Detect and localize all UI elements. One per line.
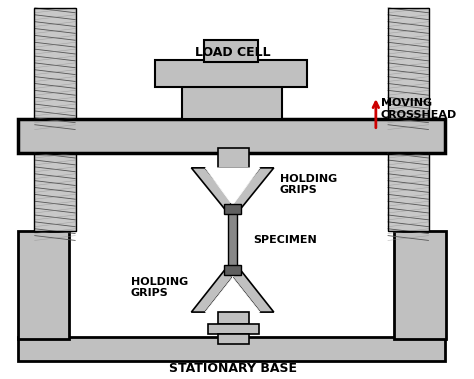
Polygon shape xyxy=(227,270,274,312)
Bar xyxy=(394,231,446,338)
Bar xyxy=(18,119,445,153)
Bar xyxy=(218,148,249,168)
Text: MOVING
CROSSHEAD: MOVING CROSSHEAD xyxy=(381,98,457,120)
Bar xyxy=(18,337,445,361)
Bar xyxy=(218,334,249,343)
Bar xyxy=(224,265,241,275)
Text: LOAD CELL: LOAD CELL xyxy=(195,45,270,58)
Bar xyxy=(204,40,258,62)
Bar xyxy=(228,209,237,270)
Bar xyxy=(155,60,307,88)
Text: SPECIMEN: SPECIMEN xyxy=(253,235,317,246)
Text: HOLDING
GRIPS: HOLDING GRIPS xyxy=(280,174,337,195)
Polygon shape xyxy=(191,270,238,312)
Bar xyxy=(208,324,259,334)
Bar xyxy=(34,153,75,231)
Bar xyxy=(388,153,429,231)
Bar xyxy=(182,83,282,119)
Polygon shape xyxy=(191,168,238,209)
Polygon shape xyxy=(227,168,274,209)
Bar xyxy=(18,231,69,338)
Bar xyxy=(388,153,429,231)
Text: HOLDING
GRIPS: HOLDING GRIPS xyxy=(130,277,188,298)
Polygon shape xyxy=(205,270,260,312)
Bar xyxy=(34,8,75,119)
Text: STATIONARY BASE: STATIONARY BASE xyxy=(169,362,297,374)
Bar xyxy=(388,8,429,119)
Bar xyxy=(224,204,241,214)
Bar xyxy=(218,312,249,324)
Polygon shape xyxy=(205,168,260,209)
Bar xyxy=(34,8,75,119)
Bar xyxy=(34,153,75,231)
Bar xyxy=(388,8,429,119)
